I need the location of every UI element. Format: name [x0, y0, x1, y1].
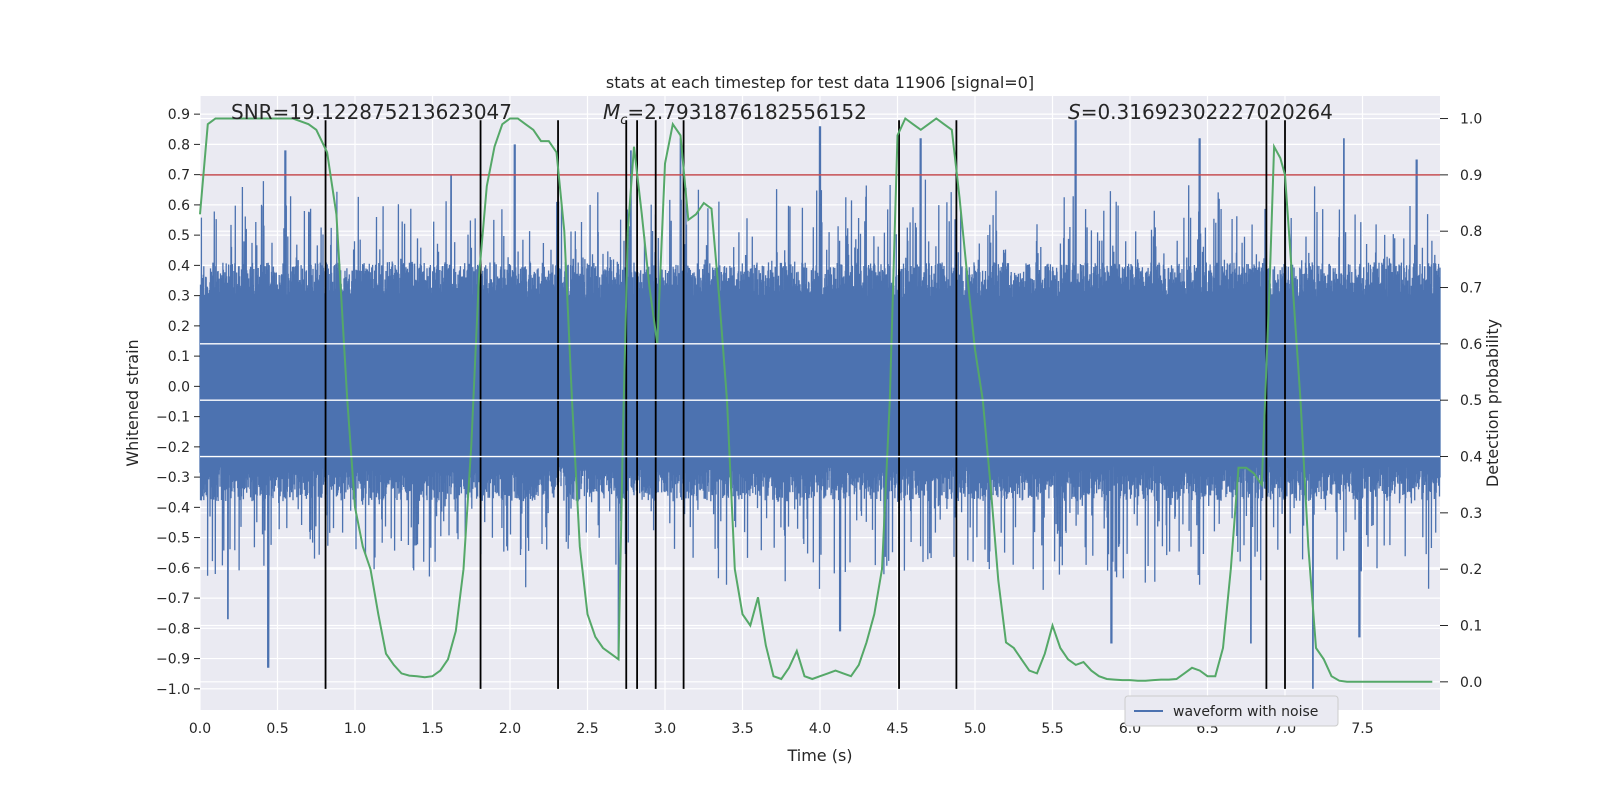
- y-left-axis-label: Whitened strain: [123, 339, 142, 466]
- y-left-tick-label: −0.1: [156, 410, 190, 426]
- y-right-tick-label: 0.4: [1460, 450, 1482, 466]
- legend: waveform with noise: [1124, 695, 1339, 727]
- x-tick-label: 1.5: [421, 721, 443, 737]
- annotation-chirp-mass-value: =2.7931876182556152: [627, 100, 866, 124]
- x-tick-label: 5.5: [1041, 721, 1063, 737]
- waveform-dense-band: [200, 298, 1440, 466]
- probability-series: [199, 116, 1433, 683]
- waveform-series: [199, 120, 1441, 689]
- annotation-s: S=0.31692302227020264: [1068, 100, 1333, 124]
- y-left-tick-label: 0.9: [168, 107, 190, 123]
- annotation-snr: SNR=19.122875213623047: [231, 100, 512, 124]
- y-left-tick-label: −0.2: [156, 440, 190, 456]
- x-tick-label: 3.0: [654, 721, 676, 737]
- x-tick-label: 4.0: [809, 721, 831, 737]
- y-left-tick-label: 0.3: [168, 289, 190, 305]
- x-tick-label: 0.5: [266, 721, 288, 737]
- vertical-markers: [324, 120, 1286, 689]
- annotation-chirp-mass: Mc=2.7931876182556152: [603, 100, 867, 128]
- annotation-s-symbol: S: [1068, 100, 1081, 124]
- y-left-tick-label: −1.0: [156, 682, 190, 698]
- annotation-s-value: =0.31692302227020264: [1081, 100, 1333, 124]
- y-left-tick-label: 0.8: [168, 137, 190, 153]
- legend-box: [1124, 695, 1339, 727]
- y-right-tick-label: 0.5: [1460, 393, 1482, 409]
- y-left-tick-label: 0.7: [168, 168, 190, 184]
- x-tick-label: 0.0: [189, 721, 211, 737]
- y-left-tick-label: 0.0: [168, 379, 190, 395]
- y-right-axis-label: Detection probability: [1483, 319, 1502, 487]
- y-left-tick-label: 0.2: [168, 319, 190, 335]
- y-right-tick-label: 0.6: [1460, 337, 1482, 353]
- x-axis-label: Time (s): [786, 746, 852, 765]
- y-left-tick-label: −0.4: [156, 500, 190, 516]
- annotation-chirp-mass-subscript: c: [620, 113, 627, 128]
- x-tick-labels: 0.0 0.5 1.0 1.5 2.0 2.5 3.0 3.5 4.0 4.5 5.0 5.5 6.0 6…: [189, 721, 1374, 737]
- y-right-tick-label: 0.1: [1460, 619, 1482, 635]
- y-right-tick-label: 0.0: [1460, 675, 1482, 691]
- chart-title: stats at each timestep for test data 119…: [606, 73, 1034, 92]
- y-right-tick-label: 0.7: [1460, 281, 1482, 297]
- probability-line: [199, 116, 1433, 683]
- y-right-tick-labels: 1.0 0.9 0.8 0.7 0.6 0.5 0.4 0.3 0.2 0.1 0.0: [1440, 112, 1482, 691]
- x-tick-label: 2.5: [576, 721, 598, 737]
- y-right-tick-label: 0.2: [1460, 562, 1482, 578]
- y-left-tick-label: 0.1: [168, 349, 190, 365]
- y-left-tick-label: −0.3: [156, 470, 190, 486]
- y-left-tick-label: −0.8: [156, 621, 190, 637]
- y-right-tick-label: 0.8: [1460, 224, 1482, 240]
- y-left-tick-label: −0.6: [156, 561, 190, 577]
- y-left-tick-label: −0.7: [156, 591, 190, 607]
- y-left-tick-label: −0.5: [156, 531, 190, 547]
- x-tick-label: 3.5: [731, 721, 753, 737]
- y-right-tick-label: 1.0: [1460, 112, 1482, 128]
- y-left-tick-label: 0.5: [168, 228, 190, 244]
- x-tick-label: 7.5: [1351, 721, 1373, 737]
- x-tick-label: 4.5: [886, 721, 908, 737]
- y-right-tick-label: 0.3: [1460, 506, 1482, 522]
- y-right-tick-label: 0.9: [1460, 168, 1482, 184]
- y-left-tick-label: −0.9: [156, 652, 190, 668]
- y-left-tick-label: 0.6: [168, 198, 190, 214]
- y-left-tick-label: 0.4: [168, 258, 190, 274]
- x-tick-label: 5.0: [964, 721, 986, 737]
- y-left-tick-labels: 0.9 0.8 0.7 0.6 0.5 0.4 0.3 0.2 0.1 0.0 −0.1 −0.2 −0…: [156, 107, 200, 698]
- annotation-chirp-mass-symbol: M: [603, 100, 620, 124]
- legend-label: waveform with noise: [1173, 704, 1318, 720]
- x-tick-label: 2.0: [499, 721, 521, 737]
- x-tick-label: 1.0: [344, 721, 366, 737]
